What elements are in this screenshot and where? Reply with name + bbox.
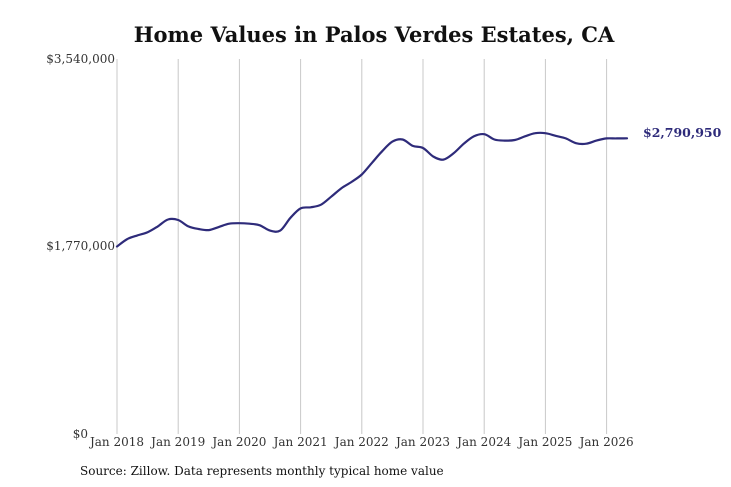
x-tick-label: Jan 2022 [333,435,389,449]
x-tick-label: Jan 2025 [516,435,572,449]
y-tick-label: $0 [73,427,88,441]
x-tick-label: Jan 2026 [578,435,634,449]
x-axis: Jan 2018 Jan 2019 Jan 2020 Jan 2021 Jan 2022… [88,435,634,449]
series-line [115,131,629,248]
gridlines [116,59,608,434]
source-note: Source: Zillow. Data represents monthly … [80,464,444,478]
x-tick-label: Jan 2019 [149,435,205,449]
y-tick-label: $3,540,000 [46,52,115,66]
end-value-label: $2,790,950 [643,125,722,140]
y-tick-label: $1,770,000 [46,239,115,253]
x-tick-label: Jan 2020 [210,435,266,449]
x-tick-label: Jan 2023 [394,435,450,449]
chart-title: Home Values in Palos Verdes Estates, CA [134,22,615,47]
x-tick-label: Jan 2024 [455,435,511,449]
x-tick-label: Jan 2021 [272,435,328,449]
x-tick-label: Jan 2018 [88,435,144,449]
y-axis: $3,540,000 $1,770,000 $0 [46,52,115,441]
